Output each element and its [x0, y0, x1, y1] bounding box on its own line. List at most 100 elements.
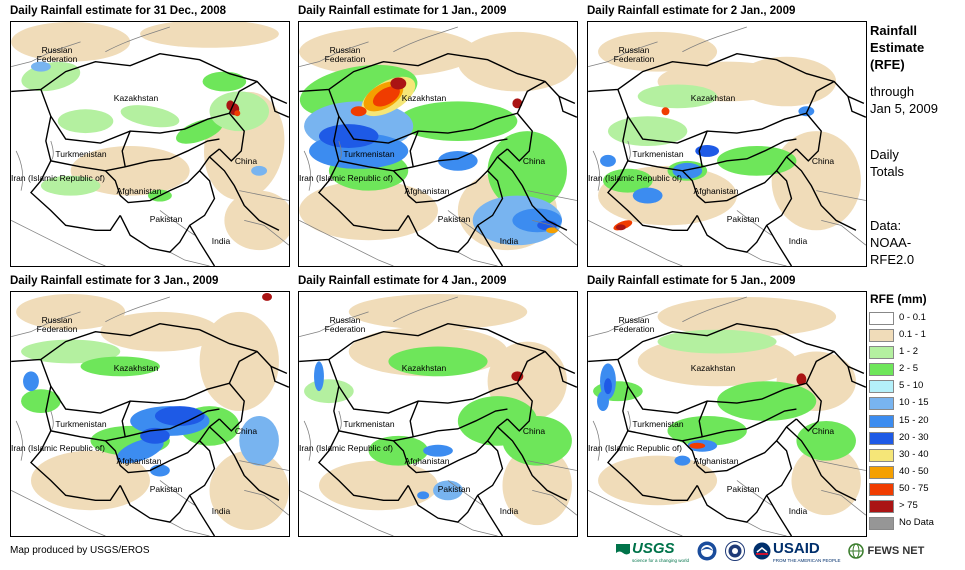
- coastline: [457, 521, 498, 536]
- country-border: [40, 350, 258, 414]
- coastline: [588, 41, 658, 68]
- country-label-kazakhstan: Kazakhstan: [113, 363, 159, 373]
- coastline: [50, 410, 54, 432]
- rainfall-map-panel: Daily Rainfall estimate for 31 Dec., 200…: [10, 5, 292, 267]
- rainfall-area: [511, 371, 524, 382]
- usaid-logo: USAID FROM THE AMERICAN PEOPLE: [753, 540, 840, 563]
- country-label-india: India: [788, 236, 808, 246]
- country-label-india: India: [211, 236, 231, 246]
- country-label-afghanistan: Afghanistan: [693, 186, 739, 196]
- rainfall-area: [598, 31, 718, 72]
- noaa-logo: [697, 541, 717, 561]
- legend-label: 20 - 30: [899, 431, 929, 443]
- country-label-turkmenistan: Turkmenistan: [632, 419, 684, 429]
- rainfall-map: Russian Federation Kazakhstan Turkmenistan…: [10, 291, 290, 537]
- coastline: [682, 26, 747, 53]
- coastline: [627, 140, 631, 162]
- rainfall-area: [717, 381, 817, 421]
- country-border: [622, 386, 703, 442]
- legend-swatch: [869, 500, 894, 514]
- coastline: [532, 489, 577, 516]
- country-label-afghanistan: Afghanistan: [693, 456, 739, 466]
- rainfall-area: [21, 389, 61, 414]
- country-border: [497, 156, 568, 231]
- rainfall-map-panel: Daily Rainfall estimate for 2 Jan., 2009…: [587, 5, 869, 267]
- usgs-tagline: science for a changing world: [632, 557, 690, 563]
- country-label-india: India: [211, 506, 231, 516]
- coastline: [588, 220, 683, 266]
- country-border: [119, 440, 216, 523]
- panel-title: Daily Rainfall estimate for 2 Jan., 2009: [587, 5, 796, 17]
- rainfall-area: [304, 379, 354, 404]
- country-label-pakistan: Pakistan: [437, 214, 471, 224]
- country-label-india: India: [499, 506, 519, 516]
- rainfall-area: [140, 22, 279, 48]
- rainfall-area: [40, 175, 101, 196]
- country-border: [392, 148, 508, 204]
- country-label-kazakhstan: Kazakhstan: [401, 363, 447, 373]
- country-border: [766, 494, 793, 536]
- country-label-india: India: [788, 506, 808, 516]
- rainfall-area: [438, 150, 478, 171]
- coastline: [303, 420, 312, 461]
- legend-label: 5 - 10: [899, 380, 924, 392]
- legend-item: 0.1 - 1: [869, 327, 959, 344]
- rainfall-area: [348, 293, 528, 330]
- country-border: [121, 400, 220, 438]
- rainfall-area: [597, 391, 609, 412]
- country-border: [270, 96, 289, 118]
- country-border: [328, 350, 546, 414]
- legend-item: 2 - 5: [869, 361, 959, 378]
- country-border: [506, 112, 533, 162]
- country-border: [497, 426, 568, 501]
- rainfall-area: [433, 480, 463, 501]
- country-border: [104, 418, 220, 474]
- country-border: [209, 426, 280, 501]
- map-canvas: [588, 296, 866, 536]
- country-label-china: China: [522, 156, 546, 166]
- rainfall-area: [299, 26, 478, 77]
- country-border: [299, 323, 576, 374]
- map-canvas: [11, 292, 289, 536]
- country-label-russia: Russian Federation: [36, 45, 78, 64]
- rainfall-area: [615, 224, 626, 231]
- dhs-logo: [725, 541, 746, 561]
- coastline: [299, 220, 394, 266]
- country-label-kazakhstan: Kazakhstan: [113, 93, 159, 103]
- coastline: [303, 150, 312, 191]
- rainfall-area: [239, 415, 279, 466]
- country-label-india: India: [499, 236, 519, 246]
- country-border: [698, 130, 797, 168]
- rainfall-area: [796, 373, 807, 386]
- legend-item: 5 - 10: [869, 378, 959, 395]
- coastline: [532, 219, 577, 246]
- legend-label: 0.1 - 1: [899, 329, 926, 341]
- coastline: [105, 296, 170, 323]
- country-label-turkmenistan: Turkmenistan: [343, 419, 395, 429]
- legend-swatch: [869, 397, 894, 411]
- rainfall-area: [16, 293, 126, 330]
- rainfall-area: [695, 144, 720, 157]
- rainfall-area: [600, 154, 616, 167]
- map-credit: Map produced by USGS/EROS: [10, 545, 150, 556]
- coastline: [393, 296, 458, 323]
- coastline: [169, 251, 210, 266]
- country-border: [218, 382, 245, 432]
- country-label-china: China: [811, 156, 835, 166]
- country-border: [407, 440, 504, 523]
- coastline: [447, 210, 483, 236]
- rainfall-area: [372, 86, 400, 107]
- coastline: [816, 460, 866, 471]
- rainfall-area: [234, 110, 241, 117]
- totals-note: Daily Totals: [870, 147, 904, 179]
- rainfall-area: [487, 131, 567, 211]
- coastline: [821, 219, 866, 246]
- rainfall-area: [512, 98, 523, 109]
- country-border: [45, 386, 126, 442]
- rainfall-area: [350, 106, 367, 117]
- country-border: [681, 418, 797, 474]
- rainfall-area: [546, 227, 559, 234]
- legend-swatch: [869, 380, 894, 394]
- rainfall-map: Russian Federation Kazakhstan Turkmenistan…: [298, 291, 578, 537]
- rainfall-area: [57, 109, 114, 134]
